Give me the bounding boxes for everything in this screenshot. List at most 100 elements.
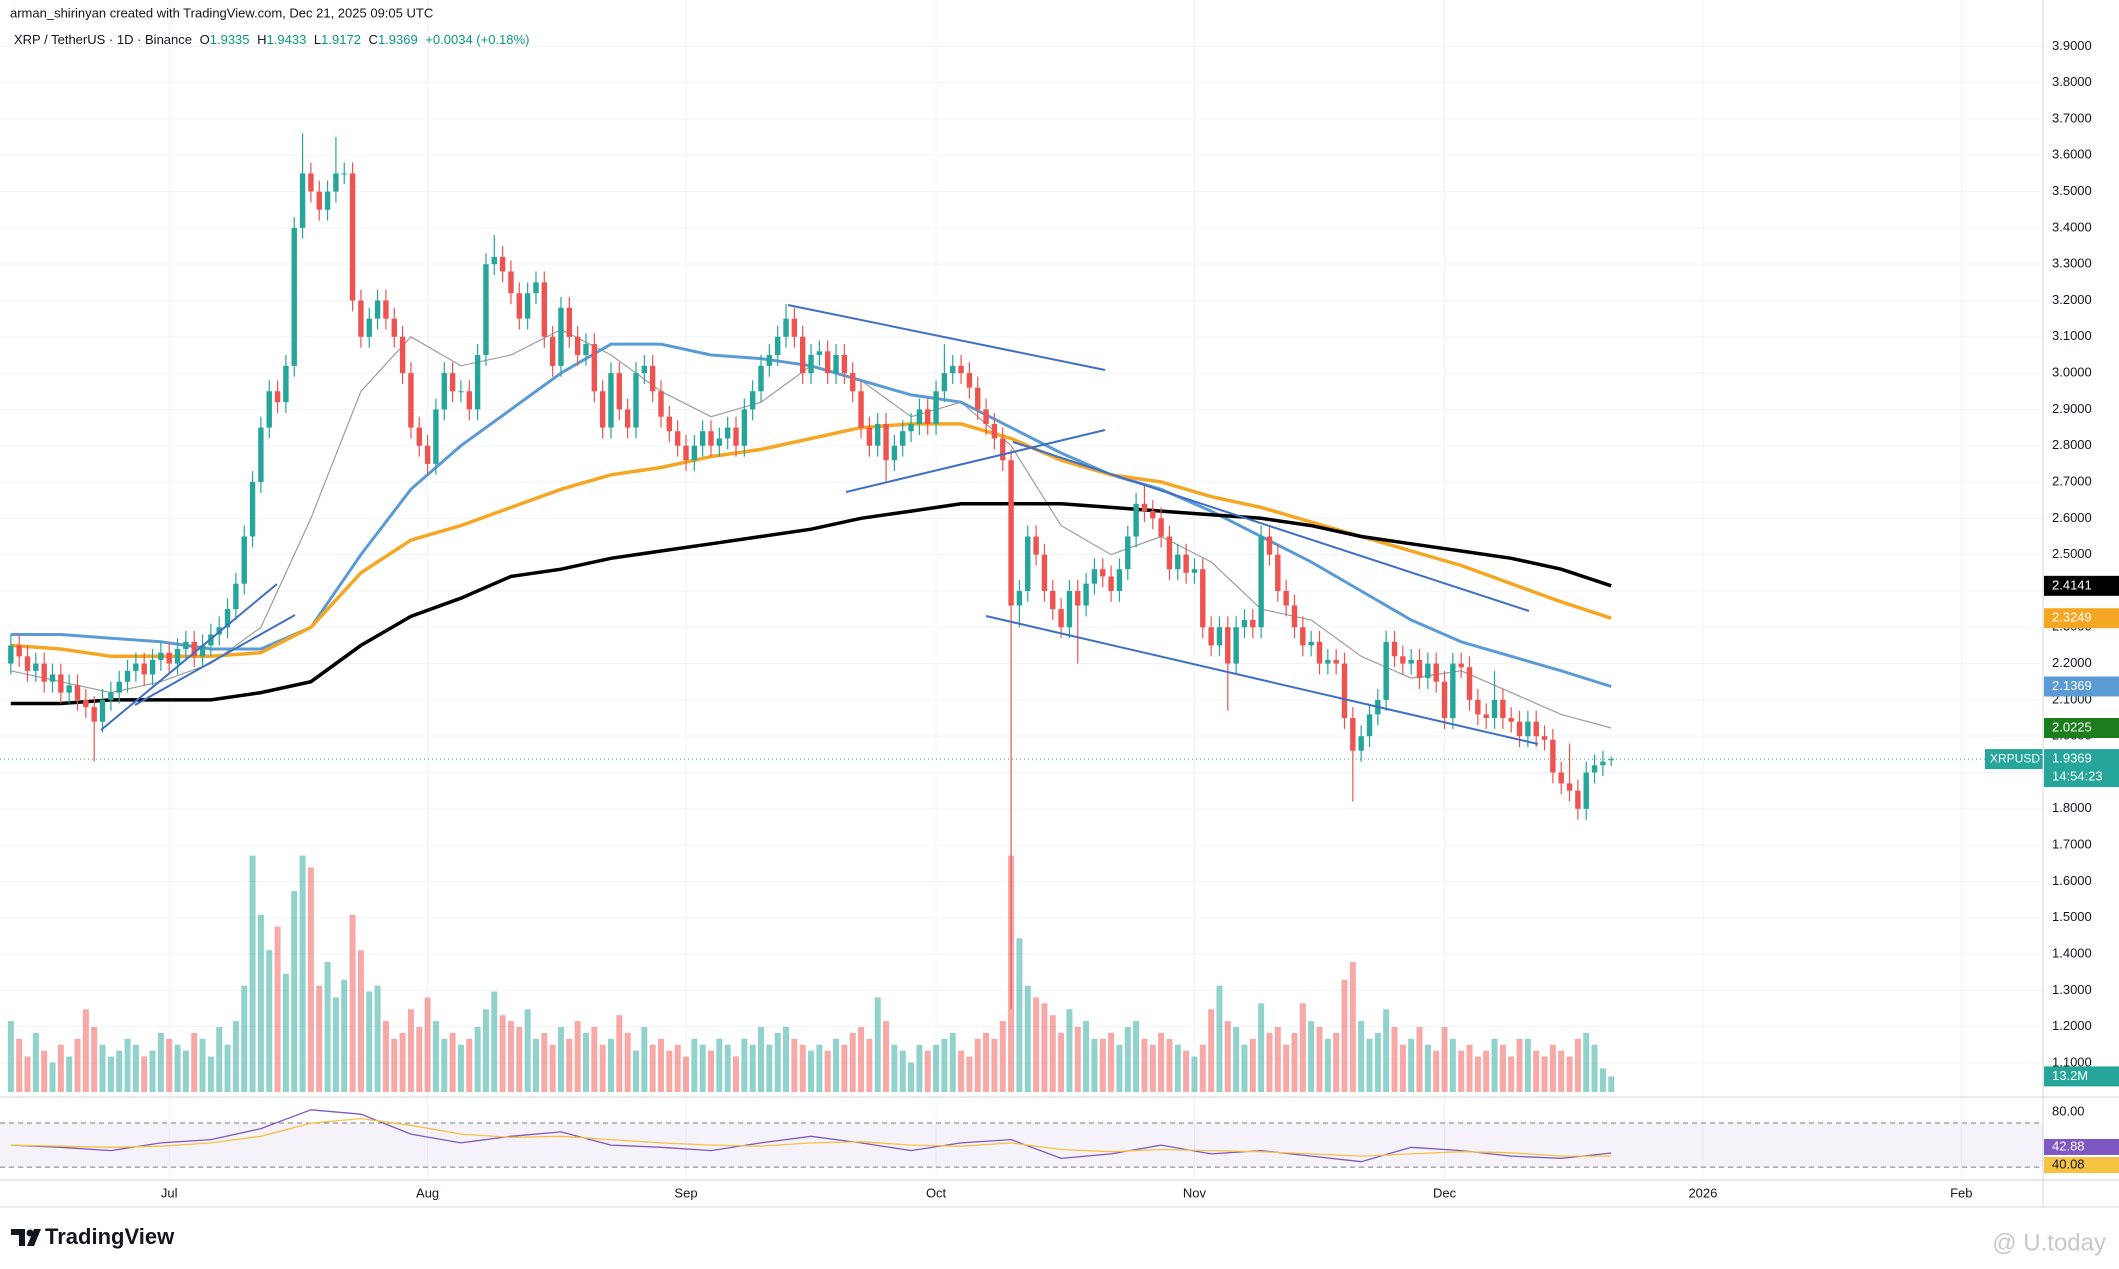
- volume-bar: [157, 1032, 164, 1092]
- candle-body: [866, 427, 873, 446]
- volume-bar: [1091, 1038, 1098, 1092]
- candle-body: [483, 264, 489, 355]
- candle-body: [758, 365, 764, 392]
- candle-body: [449, 373, 456, 392]
- volume-bar: [783, 1027, 790, 1092]
- volume-bar: [466, 1038, 473, 1092]
- ohlc-key: C: [369, 32, 378, 47]
- y-tick-label: 3.2000: [2052, 292, 2092, 307]
- candle-body: [108, 692, 114, 700]
- candle-body: [1516, 721, 1523, 737]
- volume-bar: [774, 1032, 781, 1092]
- volume-bar: [1241, 1044, 1248, 1092]
- volume-bar: [924, 1050, 931, 1092]
- volume-bar: [808, 1050, 815, 1092]
- candle-body: [699, 431, 706, 446]
- rsi-band: [0, 1123, 2043, 1168]
- volume-bar: [1208, 1009, 1215, 1092]
- candle-body: [316, 191, 322, 210]
- candle-body: [1083, 583, 1089, 606]
- ma-tag-box: [2044, 676, 2119, 697]
- candle-body: [1250, 620, 1256, 628]
- y-tick-label: 1.6000: [2052, 873, 2092, 888]
- y-tick-label: 1.5000: [2052, 909, 2092, 924]
- volume-bar: [1133, 1021, 1140, 1092]
- ohlc-key: O: [200, 32, 210, 47]
- candle-body: [99, 699, 106, 722]
- candle-body: [1341, 663, 1348, 719]
- volume-tag: 13.2M: [2052, 1068, 2088, 1083]
- candle-body: [991, 423, 998, 439]
- candle-body: [1433, 663, 1439, 682]
- volume-bar: [399, 1032, 406, 1092]
- ma-tag: 2.3249: [2052, 610, 2092, 625]
- volume-bar: [1358, 1021, 1365, 1092]
- volume-bar: [1233, 1027, 1240, 1092]
- trend-line: [985, 615, 1539, 745]
- volume-bar: [1433, 1050, 1440, 1092]
- volume-bar: [941, 1038, 948, 1092]
- x-tick-label: Nov: [1183, 1185, 1207, 1200]
- volume-bar: [257, 914, 264, 1092]
- volume-bar: [974, 1038, 981, 1092]
- candle-body: [1350, 718, 1356, 751]
- candle-body: [383, 300, 389, 319]
- candle-body: [1233, 627, 1239, 664]
- volume-bar: [332, 997, 339, 1092]
- volume-bar: [683, 1056, 690, 1092]
- volume-bar: [1399, 1044, 1406, 1092]
- candle-body: [1008, 460, 1014, 606]
- trend-line: [100, 583, 278, 731]
- candle-body: [1033, 536, 1039, 555]
- candle-body: [149, 659, 156, 675]
- candle-body: [900, 431, 906, 446]
- candle-body: [1391, 641, 1398, 657]
- y-tick-label: 1.2000: [2052, 1018, 2092, 1033]
- candle-body: [1225, 627, 1231, 664]
- volume-bar: [149, 1050, 156, 1092]
- volume-bar: [16, 1038, 23, 1092]
- volume-bar: [91, 1027, 98, 1092]
- volume-bar: [1249, 1038, 1256, 1092]
- volume-bar: [1149, 1044, 1156, 1092]
- volume-bar: [1199, 1044, 1206, 1092]
- candle-body: [649, 365, 656, 392]
- volume-bar: [457, 1044, 464, 1092]
- volume-bar: [216, 1027, 223, 1092]
- volume-bar: [1408, 1038, 1415, 1092]
- volume-bar: [1191, 1056, 1198, 1092]
- candle-body: [391, 318, 397, 337]
- volume-bar: [66, 1056, 73, 1092]
- candle-body: [366, 318, 372, 337]
- candle-body: [358, 300, 364, 337]
- y-tick-label: 2.6000: [2052, 510, 2092, 525]
- y-tick-label: 1.4000: [2052, 945, 2092, 960]
- volume-bar: [749, 1044, 756, 1092]
- candle-body: [1550, 739, 1556, 773]
- volume-bar: [657, 1038, 664, 1092]
- candle-body: [825, 351, 831, 374]
- volume-bar: [1041, 1003, 1048, 1092]
- volume-bar: [1499, 1044, 1506, 1092]
- volume-bar: [1224, 1021, 1231, 1092]
- candle-body: [1441, 681, 1448, 719]
- candle-body: [1116, 569, 1123, 591]
- volume-bar: [282, 973, 289, 1092]
- change: +0.0034 (+0.18%): [425, 32, 529, 47]
- volume-bar: [674, 1044, 681, 1092]
- candle-body: [1475, 699, 1481, 715]
- rsi-tag: 42.88: [2052, 1138, 2085, 1153]
- volume-bar: [382, 1021, 389, 1092]
- candle-body: [1241, 620, 1248, 628]
- volume-bar: [441, 1038, 448, 1092]
- volume-bar: [741, 1038, 748, 1092]
- candle-body: [1100, 569, 1106, 577]
- candle-body: [1016, 590, 1023, 606]
- volume-bar: [607, 1038, 614, 1092]
- y-tick-label: 2.2000: [2052, 655, 2092, 670]
- volume-bar: [708, 1050, 715, 1092]
- volume-bar: [1283, 1044, 1290, 1092]
- volume-bar: [1599, 1068, 1606, 1092]
- candle-body: [774, 336, 781, 355]
